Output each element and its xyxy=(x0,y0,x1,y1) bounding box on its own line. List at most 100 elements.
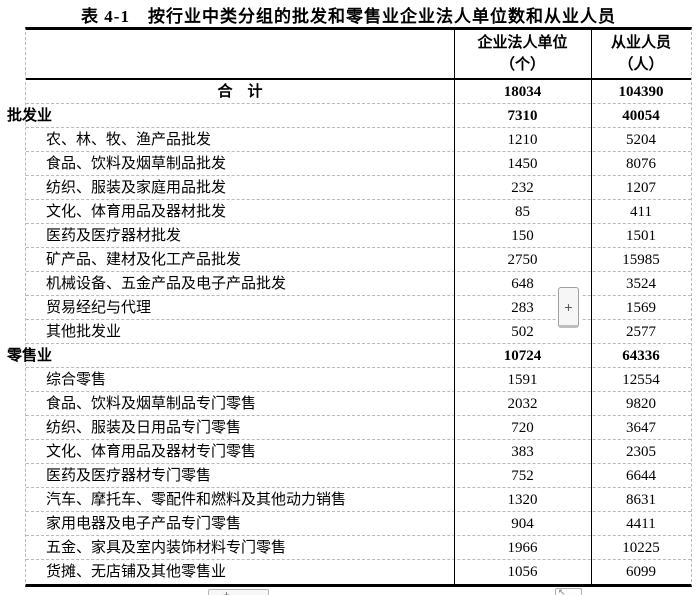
table-row: 批发业 7310 40054 xyxy=(7,104,691,128)
row-units-value: 18034 xyxy=(503,84,542,100)
row-persons-value: 9820 xyxy=(626,396,656,412)
col-header-category xyxy=(26,30,454,78)
table-row: 货摊、无店铺及其他零售业 1056 6099 xyxy=(26,560,691,584)
column-divider-2 xyxy=(591,30,592,584)
row-persons-value: 2305 xyxy=(626,444,656,460)
col-header-persons-line1: 从业人员 xyxy=(610,35,671,51)
row-units-value: 1450 xyxy=(507,156,538,172)
row-label: 医药及医疗器材批发 xyxy=(46,228,182,244)
row-units-value: 904 xyxy=(511,516,534,532)
row-label: 零售业 xyxy=(7,348,53,364)
plus-icon: + xyxy=(564,298,573,315)
row-persons-value: 4411 xyxy=(626,516,656,532)
row-label: 文化、体育用品及器材专门零售 xyxy=(46,444,257,460)
row-persons-value: 1207 xyxy=(626,180,656,196)
row-units-value: 1966 xyxy=(507,540,538,556)
col-header-persons: 从业人员 （人） xyxy=(591,30,691,78)
table-row: 汽车、摩托车、零配件和燃料及其他动力销售 1320 8631 xyxy=(26,488,691,512)
row-label: 纺织、服装及家庭用品批发 xyxy=(46,180,227,196)
row-persons-value: 40054 xyxy=(622,108,660,124)
row-units-value: 648 xyxy=(511,276,534,292)
row-persons-value: 6099 xyxy=(626,564,656,580)
row-persons-value: 104390 xyxy=(618,84,664,100)
row-label: 汽车、摩托车、零配件和燃料及其他动力销售 xyxy=(46,492,347,508)
plus-button[interactable]: + xyxy=(558,287,579,328)
row-persons-value: 3524 xyxy=(626,276,656,292)
table-body: 合 计 18034 104390 批发业 7310 40054 农、林、牧、渔产… xyxy=(7,80,691,584)
cursor-tool-button[interactable]: ↖ xyxy=(555,588,582,595)
table-row: 纺织、服装及日用品专门零售 720 3647 xyxy=(26,416,691,440)
row-label: 医药及医疗器材专门零售 xyxy=(46,468,212,484)
row-label: 批发业 xyxy=(7,108,53,124)
row-label: 机械设备、五金产品及电子产品批发 xyxy=(46,276,287,292)
row-label: 农、林、牧、渔产品批发 xyxy=(46,132,212,148)
plus-icon: + xyxy=(223,590,230,595)
row-persons-value: 1501 xyxy=(626,228,656,244)
table-row: 文化、体育用品及器材批发 85 411 xyxy=(26,200,691,224)
col-header-units-line1: 企业法人单位 xyxy=(477,35,568,51)
row-label: 食品、饮料及烟草制品专门零售 xyxy=(46,396,257,412)
row-persons-value: 15985 xyxy=(622,252,660,268)
row-units-value: 283 xyxy=(511,300,534,316)
table-row: 其他批发业 502 2577 xyxy=(26,320,691,344)
table-header-row: 企业法人单位 （个） 从业人员 （人） xyxy=(26,30,691,80)
row-persons-value: 8076 xyxy=(626,156,656,172)
statistics-table: 企业法人单位 （个） 从业人员 （人） 合 计 18034 104390 批发业… xyxy=(7,27,692,587)
row-persons-value: 8631 xyxy=(626,492,656,508)
row-units-value: 752 xyxy=(511,468,534,484)
table-row: 医药及医疗器材专门零售 752 6644 xyxy=(26,464,691,488)
row-units-value: 502 xyxy=(511,324,534,340)
row-units-value: 1591 xyxy=(507,372,538,388)
row-persons-value: 3647 xyxy=(626,420,656,436)
table-row: 食品、饮料及烟草制品批发 1450 8076 xyxy=(26,152,691,176)
table-row: 纺织、服装及家庭用品批发 232 1207 xyxy=(26,176,691,200)
row-units-value: 150 xyxy=(511,228,534,244)
table-row: 文化、体育用品及器材专门零售 383 2305 xyxy=(26,440,691,464)
row-units-value: 1210 xyxy=(507,132,538,148)
row-persons-value: 2577 xyxy=(626,324,656,340)
col-header-units: 企业法人单位 （个） xyxy=(454,30,591,78)
row-persons-value: 6644 xyxy=(626,468,656,484)
row-units-value: 85 xyxy=(515,204,530,220)
row-persons-value: 411 xyxy=(630,204,652,220)
row-units-value: 7310 xyxy=(507,108,538,124)
column-divider-1 xyxy=(454,30,455,584)
row-label: 贸易经纪与代理 xyxy=(46,300,152,316)
col-header-units-line2: （个） xyxy=(499,57,545,73)
row-units-value: 1320 xyxy=(507,492,538,508)
table-row: 食品、饮料及烟草制品专门零售 2032 9820 xyxy=(26,392,691,416)
table-row: 医药及医疗器材批发 150 1501 xyxy=(26,224,691,248)
row-persons-value: 1569 xyxy=(626,300,656,316)
table-title: 表 4-1 按行业中类分组的批发和零售业企业法人单位数和从业人员 xyxy=(81,7,616,26)
table-row: 贸易经纪与代理 283 1569 xyxy=(26,296,691,320)
row-units-value: 383 xyxy=(511,444,534,460)
row-label: 综合零售 xyxy=(46,372,107,388)
row-label: 家用电器及电子产品专门零售 xyxy=(46,516,242,532)
row-label: 五金、家具及室内装饰材料专门零售 xyxy=(46,540,287,556)
table-row: 综合零售 1591 12554 xyxy=(26,368,691,392)
table-row: 家用电器及电子产品专门零售 904 4411 xyxy=(26,512,691,536)
row-label: 其他批发业 xyxy=(46,324,122,340)
table-row: 矿产品、建材及化工产品批发 2750 15985 xyxy=(26,248,691,272)
row-units-value: 720 xyxy=(511,420,534,436)
row-units-value: 2750 xyxy=(507,252,538,268)
row-units-value: 10724 xyxy=(503,348,542,364)
row-label: 合 计 xyxy=(217,84,263,100)
cursor-arrow-icon: ↖ xyxy=(558,588,566,595)
table-row: 机械设备、五金产品及电子产品批发 648 3524 xyxy=(26,272,691,296)
table-row: 合 计 18034 104390 xyxy=(26,80,691,104)
row-label: 货摊、无店铺及其他零售业 xyxy=(46,564,227,580)
row-label: 食品、饮料及烟草制品批发 xyxy=(46,156,227,172)
row-persons-value: 10225 xyxy=(622,540,660,556)
table-row: 农、林、牧、渔产品批发 1210 5204 xyxy=(26,128,691,152)
bottom-plus-button[interactable]: + xyxy=(208,589,269,595)
row-units-value: 1056 xyxy=(507,564,538,580)
row-units-value: 2032 xyxy=(507,396,538,412)
row-persons-value: 5204 xyxy=(626,132,656,148)
row-units-value: 232 xyxy=(511,180,534,196)
table-row: 零售业 10724 64336 xyxy=(7,344,691,368)
row-persons-value: 12554 xyxy=(622,372,660,388)
row-persons-value: 64336 xyxy=(622,348,660,364)
row-label: 纺织、服装及日用品专门零售 xyxy=(46,420,242,436)
